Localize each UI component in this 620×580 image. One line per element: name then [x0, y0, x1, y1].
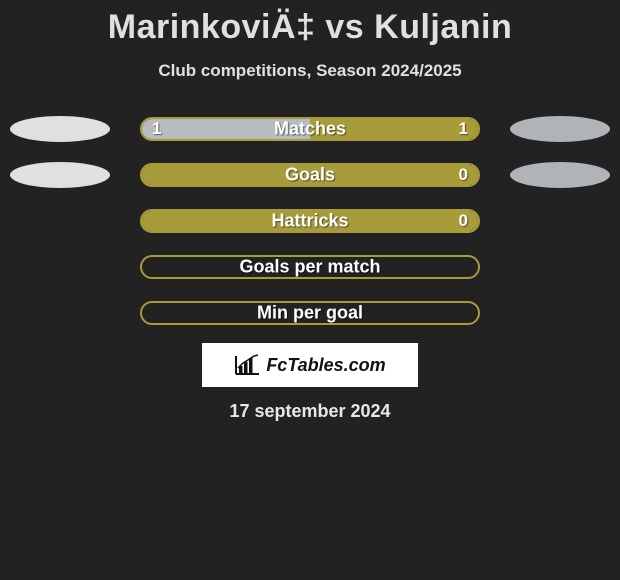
stat-bar: Matches1 1: [140, 117, 480, 141]
stat-row: Hattricks0: [0, 209, 620, 233]
stat-row: Goals0: [0, 163, 620, 187]
right-marker-icon: [510, 162, 610, 188]
stat-bar: Goals per match: [140, 255, 480, 279]
stat-label: Hattricks: [142, 211, 478, 232]
stat-value-right: 0: [459, 211, 468, 231]
stat-value-right: 1: [459, 119, 468, 139]
stat-bar: Min per goal: [140, 301, 480, 325]
stat-row: Matches1 1: [0, 117, 620, 141]
stat-value-left: 1: [152, 119, 161, 139]
stat-bar: Hattricks0: [140, 209, 480, 233]
logo-box: FcTables.com: [202, 343, 418, 387]
stat-label: Goals: [142, 165, 478, 186]
right-marker-icon: [510, 116, 610, 142]
page-subtitle: Club competitions, Season 2024/2025: [0, 61, 620, 81]
stat-bars: Matches11Goals0Hattricks0Goals per match…: [0, 117, 620, 325]
stat-row: Goals per match: [0, 255, 620, 279]
left-marker-icon: [10, 162, 110, 188]
stat-label: Matches: [142, 119, 478, 140]
bar-chart-icon: [234, 354, 260, 376]
logo-text: FcTables.com: [266, 355, 385, 376]
stat-label: Goals per match: [142, 257, 478, 278]
comparison-chart: MarinkoviÄ‡ vs Kuljanin Club competition…: [0, 0, 620, 580]
left-marker-icon: [10, 116, 110, 142]
stat-label: Min per goal: [142, 303, 478, 324]
date-text: 17 september 2024: [0, 401, 620, 422]
stat-bar: Goals0: [140, 163, 480, 187]
stat-row: Min per goal: [0, 301, 620, 325]
stat-value-right: 0: [459, 165, 468, 185]
page-title: MarinkoviÄ‡ vs Kuljanin: [0, 0, 620, 47]
